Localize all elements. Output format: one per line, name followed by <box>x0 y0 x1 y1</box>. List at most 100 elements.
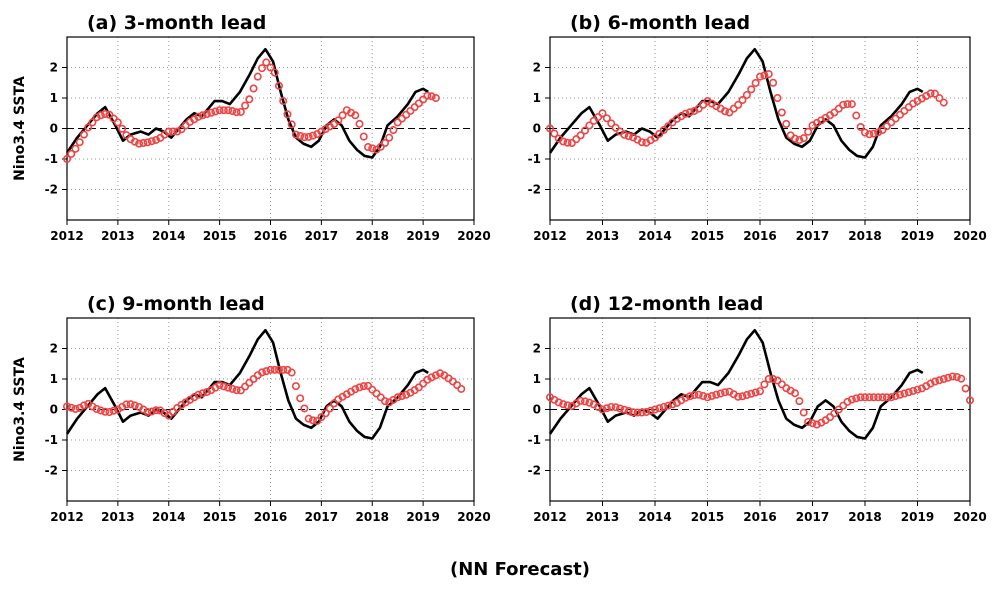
forecast-point <box>646 406 655 415</box>
forecast-point <box>747 389 756 398</box>
forecast-point <box>270 68 279 77</box>
forecast-point <box>359 132 368 141</box>
forecast-point <box>598 109 607 118</box>
forecast-point <box>926 89 935 98</box>
forecast-point <box>122 131 131 140</box>
x-tick-label: 2015 <box>203 510 236 524</box>
forecast-point <box>245 95 254 104</box>
y-tick-label: 2 <box>50 342 58 356</box>
forecast-point <box>734 392 743 401</box>
y-tick-label: 1 <box>50 372 58 386</box>
forecast-point <box>650 405 659 414</box>
forecast-point <box>139 138 148 147</box>
x-tick-label: 2013 <box>586 229 619 243</box>
forecast-point <box>262 367 271 376</box>
forecast-point <box>878 393 887 402</box>
forecast-point <box>607 119 616 128</box>
forecast-point <box>712 390 721 399</box>
forecast-point <box>965 396 974 405</box>
forecast-point <box>380 138 389 147</box>
forecast-point <box>760 380 769 389</box>
x-tick-label: 2017 <box>796 510 829 524</box>
forecast-point <box>67 403 76 412</box>
forecast-point <box>900 389 909 398</box>
y-tick-label: -1 <box>45 152 58 166</box>
forecast-point <box>393 393 402 402</box>
observed-series-line <box>548 47 924 159</box>
forecast-point <box>355 119 364 128</box>
forecast-point <box>431 94 440 103</box>
forecast-point <box>839 100 848 109</box>
x-tick-label: 2014 <box>638 229 671 243</box>
y-tick-label: 1 <box>533 91 541 105</box>
forecast-point <box>734 100 743 109</box>
forecast-point <box>707 392 716 401</box>
forecast-point <box>436 369 445 378</box>
forecast-point <box>291 130 300 139</box>
x-tick-label: 2016 <box>743 229 776 243</box>
forecast-point <box>202 110 211 119</box>
forecast-point <box>773 94 782 103</box>
forecast-point <box>585 121 594 130</box>
forecast-point <box>585 398 594 407</box>
forecast-point <box>563 138 572 147</box>
forecast-point <box>895 390 904 399</box>
forecast-point <box>738 96 747 105</box>
forecast-point <box>615 404 624 413</box>
forecast-point <box>143 408 152 417</box>
forecast-point <box>882 393 891 402</box>
forecast-point <box>266 365 275 374</box>
forecast-point <box>122 400 131 409</box>
y-tick-label: -1 <box>45 433 58 447</box>
forecast-point <box>633 408 642 417</box>
forecast-point <box>96 111 105 120</box>
observed-series-line <box>548 328 924 440</box>
x-tick-label: 2013 <box>101 229 134 243</box>
forecast-point <box>624 407 633 416</box>
forecast-point <box>296 131 305 140</box>
forecast-point <box>355 383 364 392</box>
x-tick-label: 2013 <box>586 510 619 524</box>
forecast-point <box>961 384 970 393</box>
forecast-point <box>957 374 966 383</box>
forecast-point <box>690 391 699 400</box>
forecast-point <box>874 393 883 402</box>
y-tick-label: 2 <box>533 61 541 75</box>
forecast-point <box>782 119 791 128</box>
forecast-point <box>755 72 764 81</box>
forecast-point <box>869 393 878 402</box>
forecast-point <box>720 388 729 397</box>
forecast-point <box>92 113 101 122</box>
x-tick-label: 2018 <box>356 510 389 524</box>
forecast-point <box>659 402 668 411</box>
forecast-point <box>152 135 161 144</box>
forecast-point <box>92 404 101 413</box>
forecast-point <box>258 64 267 73</box>
observed-series-line <box>65 328 429 440</box>
forecast-point <box>550 129 559 138</box>
forecast-point <box>228 106 237 115</box>
forecast-point <box>75 138 84 147</box>
forecast-point <box>685 108 694 117</box>
forecast-point <box>852 394 861 403</box>
forecast-point <box>799 134 808 143</box>
forecast-point <box>847 100 856 109</box>
forecast-point <box>738 392 747 401</box>
forecast-point <box>287 120 296 129</box>
x-tick-label: 2012 <box>50 510 83 524</box>
x-tick-label: 2017 <box>305 229 338 243</box>
forecast-point <box>423 91 432 100</box>
forecast-point <box>812 420 821 429</box>
forecast-point <box>790 389 799 398</box>
panel-title: (d) 12-month lead <box>570 293 763 315</box>
forecast-point <box>258 368 267 377</box>
forecast-point <box>620 130 629 139</box>
forecast-point <box>598 405 607 414</box>
forecast-point <box>224 106 233 115</box>
forecast-point <box>266 63 275 72</box>
x-tick-label: 2019 <box>406 229 439 243</box>
forecast-point <box>611 403 620 412</box>
forecast-point <box>843 100 852 109</box>
forecast-point <box>685 392 694 401</box>
forecast-point <box>219 106 228 115</box>
